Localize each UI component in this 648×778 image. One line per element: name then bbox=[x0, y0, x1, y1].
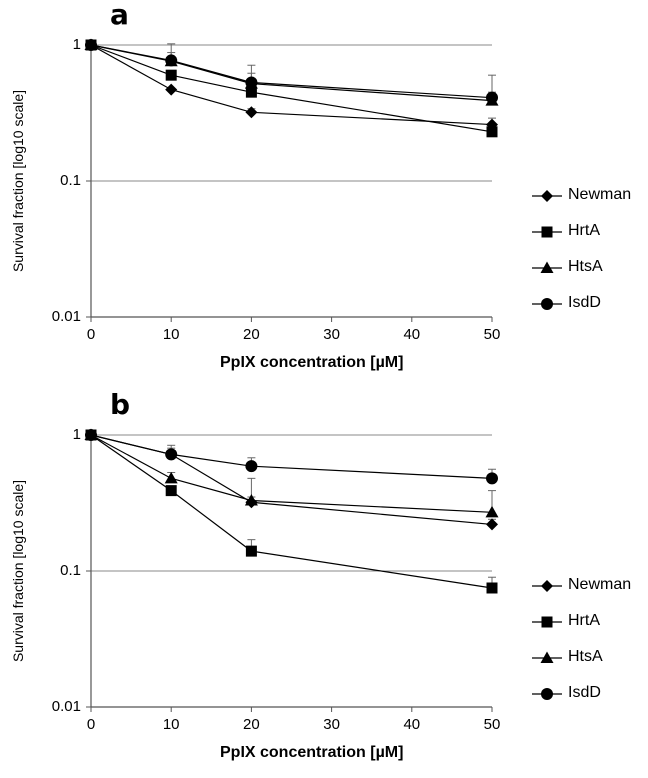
legend-label: Newman bbox=[568, 186, 632, 203]
data-point-hrta bbox=[486, 126, 498, 138]
series-line-htsa bbox=[90, 434, 493, 513]
legend-marker-htsa bbox=[540, 261, 554, 273]
legend-marker-newman bbox=[541, 580, 553, 592]
legend-label: IsdD bbox=[568, 294, 601, 311]
legend-marker-hrta bbox=[541, 616, 553, 628]
data-point-newman bbox=[486, 118, 498, 131]
legend-item-newman: Newman bbox=[532, 184, 648, 206]
legend-swatch bbox=[532, 688, 562, 700]
data-point-newman bbox=[245, 106, 258, 119]
legend-label: HrtA bbox=[568, 612, 600, 629]
series-line-htsa bbox=[90, 44, 493, 102]
data-point-isdd bbox=[85, 39, 97, 51]
data-point-isdd bbox=[85, 429, 97, 441]
x-tick-label: 0 bbox=[86, 716, 96, 733]
data-point-isdd bbox=[245, 460, 258, 473]
legend-item-isdd: IsdD bbox=[532, 682, 648, 704]
series-line-hrta bbox=[90, 434, 493, 589]
chart-plot-area bbox=[84, 38, 499, 322]
data-point-isdd bbox=[165, 54, 178, 67]
data-point-hrta bbox=[486, 582, 498, 594]
data-point-htsa bbox=[485, 505, 499, 518]
y-tick-label: 0.1 bbox=[60, 562, 81, 579]
legend-swatch bbox=[532, 190, 562, 202]
legend-item-hrta: HrtA bbox=[532, 220, 648, 242]
chart-panel-b: b Survival fraction [log10 scale] PpIX c… bbox=[0, 388, 648, 778]
legend-item-htsa: HtsA bbox=[532, 646, 648, 668]
chart-panel-a: a Survival fraction [log10 scale] PpIX c… bbox=[0, 0, 648, 388]
data-point-htsa bbox=[164, 471, 178, 484]
legend-marker-isdd bbox=[541, 298, 553, 310]
data-point-hrta bbox=[245, 86, 257, 98]
y-tick-label: 0.01 bbox=[51, 308, 81, 325]
legend-item-hrta: HrtA bbox=[532, 610, 648, 632]
data-point-isdd bbox=[486, 472, 498, 485]
data-point-hrta bbox=[165, 69, 177, 81]
y-tick-label: 0.1 bbox=[60, 172, 81, 189]
x-tick-label: 10 bbox=[162, 716, 180, 733]
chart-plot-area bbox=[84, 428, 499, 712]
legend-marker-isdd bbox=[541, 688, 553, 700]
legend-label: IsdD bbox=[568, 684, 601, 701]
x-tick-label: 20 bbox=[243, 326, 260, 343]
x-tick-label: 0 bbox=[86, 326, 96, 343]
data-point-hrta bbox=[165, 485, 177, 497]
data-point-newman bbox=[165, 83, 178, 96]
x-axis-label: PpIX concentration [µM] bbox=[220, 354, 404, 371]
y-axis-label: Survival fraction [log10 scale] bbox=[10, 479, 26, 663]
legend-swatch bbox=[532, 298, 562, 310]
legend-marker-newman bbox=[541, 190, 553, 202]
legend-swatch bbox=[532, 616, 562, 628]
x-tick-label: 10 bbox=[162, 326, 180, 343]
legend-label: Newman bbox=[568, 576, 632, 593]
y-tick-label: 0.01 bbox=[51, 698, 81, 715]
series-line-hrta bbox=[90, 44, 493, 133]
legend-label: HtsA bbox=[568, 648, 603, 665]
series-line-newman bbox=[90, 434, 493, 526]
y-tick-label: 1 bbox=[72, 426, 81, 443]
legend-item-htsa: HtsA bbox=[532, 256, 648, 278]
x-tick-label: 20 bbox=[243, 716, 260, 733]
y-tick-label: 1 bbox=[72, 36, 81, 53]
x-axis-label: PpIX concentration [µM] bbox=[220, 744, 404, 761]
legend-item-isdd: IsdD bbox=[532, 292, 648, 314]
data-point-isdd bbox=[245, 76, 258, 89]
data-point-isdd bbox=[486, 91, 498, 104]
x-tick-label: 50 bbox=[483, 716, 501, 733]
series-line-newman bbox=[90, 44, 493, 126]
data-point-hrta bbox=[245, 545, 257, 557]
legend-marker-hrta bbox=[541, 226, 553, 238]
data-point-htsa bbox=[244, 493, 258, 506]
legend-label: HrtA bbox=[568, 222, 600, 239]
series-line-isdd bbox=[90, 434, 493, 479]
x-tick-label: 50 bbox=[483, 326, 501, 343]
data-point-isdd bbox=[165, 448, 178, 461]
x-tick-label: 30 bbox=[323, 716, 340, 733]
x-tick-label: 40 bbox=[403, 326, 421, 343]
legend-swatch bbox=[532, 261, 562, 273]
legend-swatch bbox=[532, 226, 562, 238]
x-tick-label: 30 bbox=[323, 326, 340, 343]
x-tick-label: 40 bbox=[403, 716, 421, 733]
legend-marker-htsa bbox=[540, 651, 554, 663]
data-point-newman bbox=[486, 518, 498, 531]
legend-swatch bbox=[532, 580, 562, 592]
panel-label: b bbox=[110, 388, 131, 421]
panel-label: a bbox=[110, 0, 129, 31]
series-line-isdd bbox=[90, 44, 493, 99]
legend-swatch bbox=[532, 651, 562, 663]
y-axis-label: Survival fraction [log10 scale] bbox=[10, 89, 26, 273]
legend-item-newman: Newman bbox=[532, 574, 648, 596]
legend-label: HtsA bbox=[568, 258, 603, 275]
